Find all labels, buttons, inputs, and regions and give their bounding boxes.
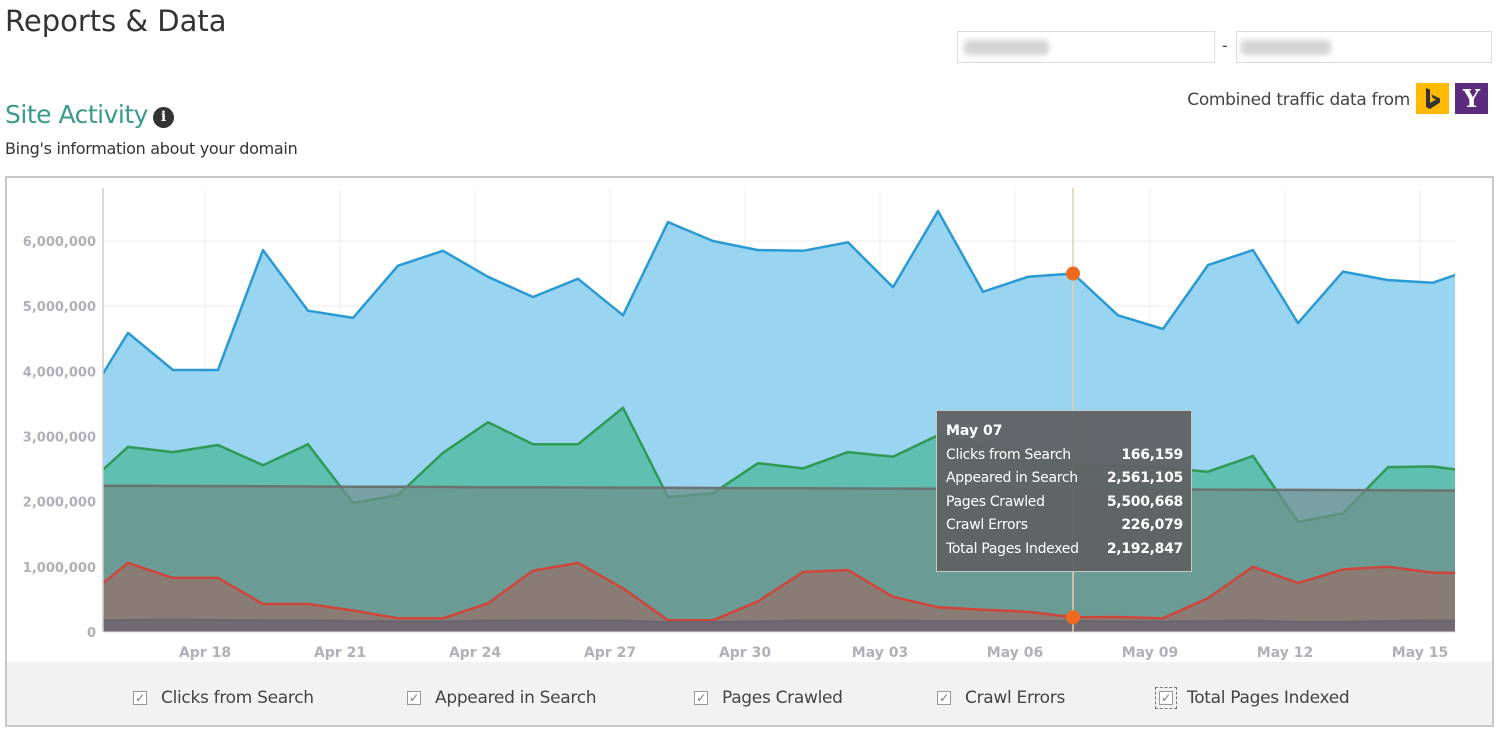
page-title: Reports & Data — [5, 4, 227, 38]
x-tick-label: Apr 30 — [719, 645, 771, 661]
y-axis-labels: 0 1,000,000 2,000,000 3,000,000 4,000,000 5,0… — [23, 235, 96, 641]
y-tick-label: 0 — [87, 626, 96, 641]
tooltip-label: Clicks from Search — [946, 446, 1071, 463]
hover-point-marker — [1066, 266, 1080, 281]
y-tick-label: 2,000,000 — [23, 496, 96, 511]
checkbox-checked-icon[interactable]: ✓ — [407, 691, 421, 705]
total-pages-indexed-line — [103, 484, 1455, 492]
checkbox-checked-icon[interactable]: ✓ — [133, 691, 147, 705]
crawl-errors-line — [103, 561, 1455, 622]
x-tick-label: May 09 — [1122, 645, 1178, 661]
pages-crawled-line — [103, 209, 1455, 376]
tooltip-row-errors: Crawl Errors 226,079 — [946, 514, 1183, 538]
tooltip-label: Pages Crawled — [946, 493, 1045, 510]
chart-tooltip: May 07 Clicks from Search 166,159 Appeare… — [936, 410, 1192, 572]
legend-label: Total Pages Indexed — [1187, 688, 1350, 708]
tooltip-label: Crawl Errors — [946, 517, 1028, 534]
x-axis-labels: Apr 18 Apr 21 Apr 24 Apr 27 Apr 30 May 03 May … — [179, 645, 1448, 661]
tooltip-value: 2,192,847 — [1106, 540, 1183, 557]
y-tick-label: 4,000,000 — [23, 365, 96, 380]
tooltip-label: Total Pages Indexed — [946, 540, 1079, 557]
series-areas — [103, 209, 1455, 632]
tooltip-value: 2,561,105 — [1106, 470, 1183, 487]
end-date-input[interactable] — [1236, 31, 1492, 63]
yahoo-logo-icon: Y — [1455, 83, 1488, 114]
start-date-input[interactable] — [957, 31, 1215, 63]
checkbox-checked-icon[interactable]: ✓ — [694, 691, 708, 705]
checkbox-checked-icon[interactable]: ✓ — [937, 691, 951, 705]
tooltip-date: May 07 — [946, 423, 1003, 439]
tooltip-row-appeared: Appeared in Search 2,561,105 — [946, 467, 1183, 491]
y-tick-label: 6,000,000 — [23, 235, 96, 250]
x-tick-label: Apr 18 — [179, 645, 231, 661]
y-tick-label: 5,000,000 — [23, 300, 96, 315]
legend-toggle-clicks-from-search[interactable]: ✓ Clicks from Search — [133, 688, 314, 708]
crawl-errors-area — [103, 562, 1455, 632]
legend-toggle-appeared-in-search[interactable]: ✓ Appeared in Search — [407, 688, 597, 708]
chart-legend — [7, 662, 1492, 725]
x-tick-label: May 03 — [852, 645, 908, 661]
x-tick-label: May 12 — [1257, 645, 1313, 661]
bing-logo-icon — [1416, 83, 1449, 114]
legend-label: Crawl Errors — [965, 688, 1066, 708]
checkbox-checked-icon[interactable]: ✓ — [1155, 687, 1177, 709]
legend-toggle-pages-crawled[interactable]: ✓ Pages Crawled — [694, 688, 843, 708]
section-title: Site Activity — [5, 100, 148, 129]
clicks-from-search-area — [103, 619, 1455, 632]
tooltip-value: 226,079 — [1121, 517, 1183, 534]
legend-label: Clicks from Search — [161, 688, 314, 708]
tooltip-value: 166,159 — [1121, 446, 1183, 463]
y-tick-label: 3,000,000 — [23, 430, 96, 445]
legend-toggle-total-pages-indexed[interactable]: ✓ Total Pages Indexed — [1155, 687, 1350, 709]
x-tick-label: Apr 27 — [584, 645, 636, 661]
info-icon[interactable]: i — [153, 107, 174, 128]
hover-point-marker — [1066, 610, 1080, 625]
section-subtitle: Bing's information about your domain — [5, 139, 298, 158]
x-tick-label: May 06 — [987, 645, 1043, 661]
y-tick-label: 1,000,000 — [23, 561, 96, 576]
tooltip-row-clicks: Clicks from Search 166,159 — [946, 443, 1183, 467]
x-tick-label: Apr 21 — [314, 645, 366, 661]
combined-traffic-label: Combined traffic data from — [1187, 90, 1410, 110]
x-tick-label: May 15 — [1392, 645, 1448, 661]
clicks-from-search-line — [103, 618, 1455, 624]
legend-label: Appeared in Search — [435, 688, 597, 708]
x-tick-label: Apr 24 — [449, 645, 501, 661]
date-separator: - — [1222, 36, 1228, 55]
tooltip-value: 5,500,668 — [1106, 493, 1183, 510]
appeared-in-search-line — [103, 406, 1455, 524]
tooltip-row-indexed: Total Pages Indexed 2,192,847 — [946, 537, 1183, 561]
legend-label: Pages Crawled — [722, 688, 843, 708]
tooltip-row-crawled: Pages Crawled 5,500,668 — [946, 490, 1183, 514]
tooltip-label: Appeared in Search — [946, 470, 1078, 487]
legend-toggle-crawl-errors[interactable]: ✓ Crawl Errors — [937, 688, 1065, 708]
